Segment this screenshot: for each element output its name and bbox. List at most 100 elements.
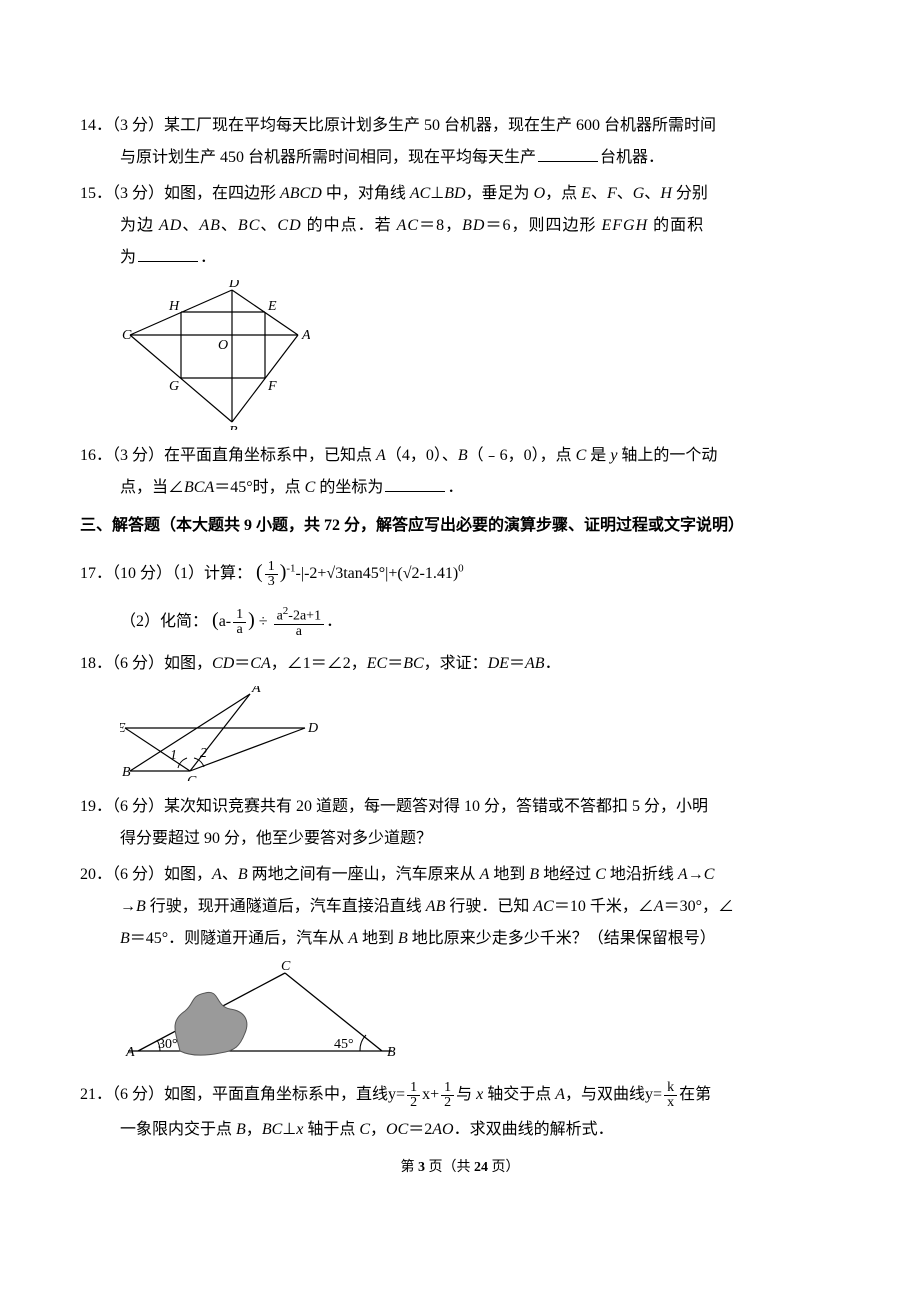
q20-t8: 行驶，现开通隧道后，汽车直接沿直线 [146, 898, 426, 915]
q15-perp: ⊥ [430, 185, 444, 202]
q15-t8: ，则四边形 [511, 217, 601, 234]
svg-text:C: C [281, 961, 291, 974]
q17-sqrt3: √3 [326, 565, 343, 582]
q16-blank [385, 476, 445, 492]
q21-f3: kx [664, 1081, 677, 1110]
q20-c2: C [704, 866, 715, 883]
q17-frac1: 13 [265, 560, 278, 589]
q15-bc: BC [238, 217, 260, 234]
q14-label: 14．（3 分） [80, 117, 164, 134]
q15-period: ． [200, 249, 216, 266]
q17-line2: （2）化简： (a-1a) ÷ a2-2a+1a． [80, 596, 840, 644]
q18-cd: CD [212, 655, 234, 672]
q21-c: C [359, 1121, 370, 1138]
q20-t2: 两地之间有一座山，汽车原来从 [248, 866, 480, 883]
q17-lp1: ( [256, 561, 263, 583]
q17-sqrt2: √2 [403, 565, 420, 582]
q15-comma: ， [445, 217, 462, 234]
q20-b: B [238, 866, 248, 883]
q21-bc: BC [262, 1121, 282, 1138]
svg-text:30°: 30° [158, 1037, 178, 1052]
svg-text:B: B [387, 1045, 396, 1060]
q19-t1: 某次知识竞赛共有 20 道题，每一题答对得 10 分，答错或不答都扣 5 分，小… [164, 798, 708, 815]
q18-line1: 18．（6 分）如图，CD＝CA，∠1＝∠2，EC＝BC，求证：DE＝AB． [80, 648, 840, 680]
q21-a: A [555, 1086, 565, 1103]
q15-label: 15．（3 分） [80, 185, 164, 202]
q17-tan: tan45° [343, 565, 385, 582]
q15-t10: 为 [120, 249, 136, 266]
q20-line3: B＝45°．则隧道开通后，汽车从 A 地到 B 地比原来少走多少千米？（结果保留… [80, 923, 840, 955]
section-3-title: 三、解答题（本大题共 9 小题，共 72 分，解答应写出必要的演算步骤、证明过程… [80, 510, 840, 542]
question-21: 21．（6 分）如图，平面直角坐标系中，直线y=12x+12与 x 轴交于点 A… [80, 1076, 840, 1146]
q21-comma2: ， [370, 1121, 386, 1138]
q15-abcd: ABCD [280, 185, 322, 202]
q21-t6: 一象限内交于点 [120, 1121, 236, 1138]
q16-t4: 点，当∠ [120, 479, 184, 496]
svg-text:E: E [267, 299, 277, 314]
q15-line2: 为边 AD、AB、BC、CD 的中点．若 AC＝8，BD＝6，则四边形 EFGH… [80, 210, 840, 242]
q20-b5: B [398, 930, 408, 947]
q20-eq10: ＝10 千米，∠ [554, 898, 654, 915]
q18-eq1: ＝ [234, 655, 250, 672]
q16-c2: C [305, 479, 316, 496]
q20-t4: 地经过 [539, 866, 595, 883]
q21-oc: OC [386, 1121, 408, 1138]
q15-d3: 、 [644, 185, 660, 202]
q21-b: B [236, 1121, 246, 1138]
q17-dot: ． [326, 613, 342, 630]
q17-line1: 17．（10 分）（1）计算： (13)-1-|-2+√3tan45°|+(√2… [80, 548, 840, 596]
svg-text:C: C [187, 774, 197, 781]
question-20: 20．（6 分）如图，A、B 两地之间有一座山，汽车原来从 A 地到 B 地经过… [80, 859, 840, 1066]
svg-text:45°: 45° [334, 1037, 354, 1052]
q15-t4: ，点 [545, 185, 581, 202]
q20-line2: →B 行驶，现开通隧道后，汽车直接沿直线 AB 行驶．已知 AC＝10 千米，∠… [80, 891, 840, 923]
q20-ab: AB [426, 898, 446, 915]
q15-bd: BD [444, 185, 465, 202]
q17-exp1: -1 [286, 563, 295, 575]
q15-t2: 中，对角线 [322, 185, 410, 202]
q15-d1: 、 [591, 185, 607, 202]
q17-neg2: -2+ [304, 565, 326, 582]
svg-text:E: E [120, 721, 126, 736]
svg-text:D: D [307, 721, 318, 736]
q15-cd: CD [277, 217, 301, 234]
q16-bca: BCA [184, 479, 214, 496]
q15-ad: AD [159, 217, 182, 234]
q16-a: A [376, 447, 386, 464]
q19-label: 19．（6 分） [80, 798, 164, 815]
q17-frac2: a2-2a+1a [274, 606, 325, 639]
q20-label: 20．（6 分） [80, 866, 164, 883]
svg-text:G: G [169, 379, 179, 394]
q15-eq2: ＝6 [485, 217, 511, 234]
svg-text:O: O [218, 338, 228, 353]
q21-t1: 如图，平面直角坐标系中，直线 [164, 1086, 388, 1103]
footer-post: 页） [488, 1160, 520, 1175]
q21-y: y= [388, 1086, 405, 1103]
q16-label: 16．（3 分） [80, 447, 164, 464]
q20-t3: 地到 [489, 866, 529, 883]
svg-text:C: C [122, 328, 132, 343]
q14-t2: 与原计划生产 450 台机器所需时间相同，现在平均每天生产 [120, 149, 536, 166]
q21-label: 21．（6 分） [80, 1086, 164, 1103]
q21-t2: 与 [456, 1086, 476, 1103]
q19-line2: 得分要超过 90 分，他至少要答对多少道题？ [80, 823, 840, 855]
q17-div: ÷ [259, 613, 268, 630]
svg-text:B: B [122, 765, 131, 780]
q18-bc: BC [403, 655, 423, 672]
page-footer: 第 3 页（共 24 页） [80, 1154, 840, 1182]
q21-perp: ⊥ [282, 1121, 296, 1138]
q14-line2: 与原计划生产 450 台机器所需时间相同，现在平均每天生产 台机器． [80, 142, 840, 174]
q14-t3: 台机器． [600, 149, 664, 166]
svg-text:1: 1 [170, 748, 177, 763]
q16-pa: （4，0）、 [386, 447, 458, 464]
q15-blank [138, 246, 198, 262]
q21-t3: 轴交于点 [483, 1086, 555, 1103]
q20-a4: A [654, 898, 664, 915]
q15-t5: 分别 [672, 185, 708, 202]
q15-t6: 为边 [120, 217, 159, 234]
q21-f1: 12 [407, 1081, 420, 1110]
q18-label: 18．（6 分） [80, 655, 164, 672]
question-14: 14．（3 分）某工厂现在平均每天比原计划多生产 50 台机器，现在生产 600… [80, 110, 840, 174]
q16-t5: 的坐标为 [315, 479, 383, 496]
q15-ac: AC [410, 185, 430, 202]
